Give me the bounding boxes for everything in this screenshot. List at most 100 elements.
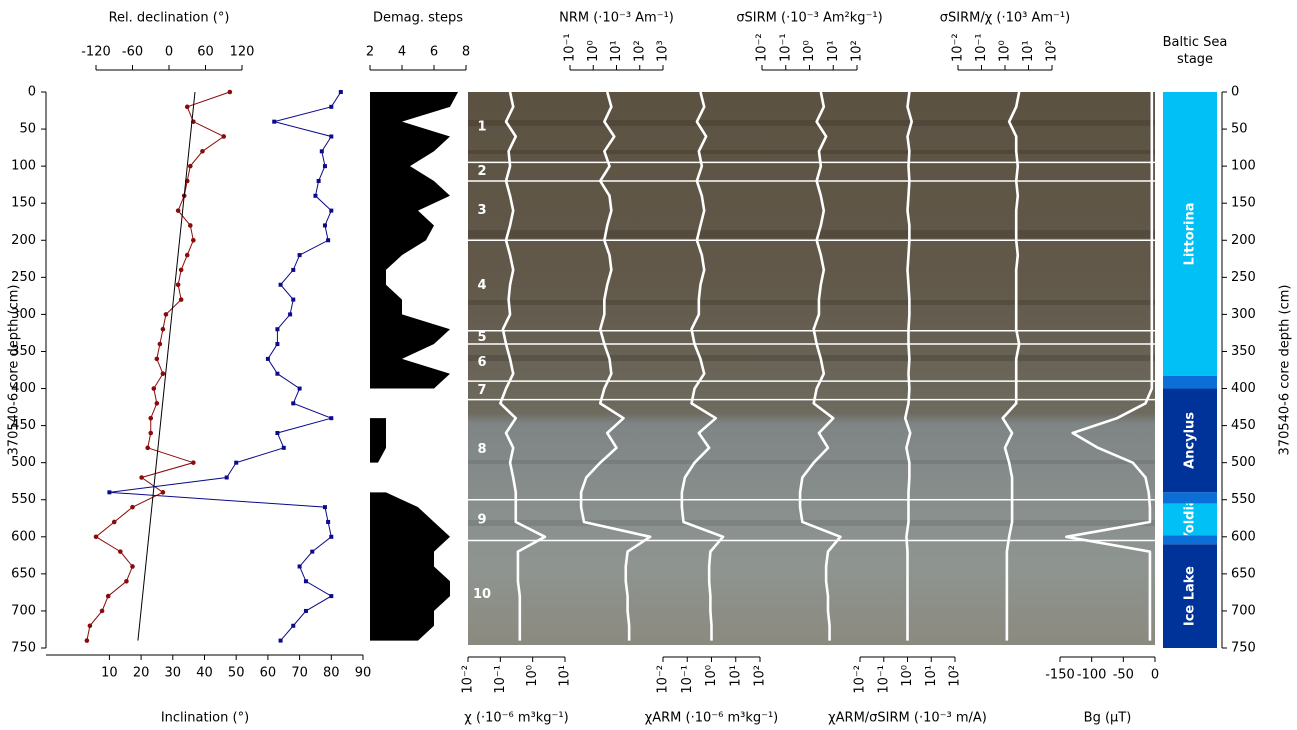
point (130, 564, 135, 569)
point (234, 460, 239, 465)
point (322, 505, 327, 510)
point (130, 504, 135, 510)
point (291, 623, 296, 628)
tick-label: 6 (430, 45, 438, 60)
tick-label: 120 (230, 45, 255, 60)
point (200, 149, 205, 154)
tick-label: 10³ (656, 40, 671, 62)
point (175, 282, 181, 288)
log-curve (903, 91, 913, 641)
stage-label: Littorina (1183, 202, 1198, 265)
tick-label: 10¹ (924, 665, 939, 687)
tick-label: 10² (632, 40, 647, 62)
axis-title: σSIRM (·10⁻³ Am²kg⁻¹) (736, 11, 882, 26)
tick-label: 10¹ (826, 40, 841, 62)
stage-band (1163, 388, 1217, 493)
stage-label: Ice Lake (1183, 566, 1198, 626)
depth-tick-label: 650 (11, 566, 36, 581)
depth-tick-label: 0 (28, 85, 36, 100)
point (191, 237, 196, 243)
depth-tick-label: 150 (11, 196, 36, 211)
x2-axis-label: Rel. declination (°) (109, 11, 230, 26)
point (275, 371, 280, 376)
unit-label: 11 (473, 0, 491, 8)
point (322, 164, 327, 169)
point (124, 578, 129, 584)
point (288, 312, 293, 317)
depth-tick-label: 450 (11, 418, 36, 433)
panel-title: Demag. steps (373, 11, 463, 26)
axis-title: χ (·10⁻⁶ m³kg⁻¹) (464, 711, 568, 726)
area (370, 418, 386, 463)
depth-axis-label: 370540-6 core depth (cm) (7, 285, 22, 456)
stage-label: Ancylus (1183, 412, 1198, 469)
point (111, 519, 117, 525)
tick-label: 40 (196, 666, 213, 681)
point (107, 490, 112, 495)
point (329, 104, 334, 109)
tick-label: 10⁻¹ (493, 665, 508, 694)
point (278, 638, 283, 643)
tick-label: 10⁰ (586, 40, 601, 62)
axis-title: χARM/σSIRM (·10⁻³ m/A) (828, 711, 987, 726)
point (105, 593, 111, 599)
depth-tick-label: 600 (11, 529, 36, 544)
tick-label: 10² (850, 40, 865, 62)
point (160, 371, 166, 377)
point (275, 327, 280, 332)
point (187, 163, 193, 169)
unit-label: 6 (477, 355, 486, 370)
tick-label: -100 (1077, 668, 1107, 683)
point (272, 119, 277, 124)
tick-label: 10⁻¹ (680, 665, 695, 694)
point (221, 134, 227, 139)
depth-tick-label: 500 (11, 455, 36, 470)
stage-transition (1163, 375, 1217, 389)
point (291, 267, 296, 272)
stage-label: Yoldia (1183, 497, 1198, 542)
depth-tick-label: 300 (11, 307, 36, 322)
tick-label: 4 (398, 45, 406, 60)
tick-label: 8 (462, 45, 470, 60)
point (224, 475, 229, 480)
stage-band (1163, 92, 1217, 376)
depth-tick-label: 550 (11, 492, 36, 507)
depth-tick-label: 300 (1231, 307, 1256, 322)
log-curve (798, 91, 842, 641)
unit-label: 5 (477, 330, 486, 345)
point (319, 149, 324, 154)
point (303, 608, 308, 613)
tick-label: 10⁰ (525, 665, 540, 687)
point (322, 223, 327, 228)
point (227, 89, 233, 95)
log-curve (1065, 92, 1154, 641)
point (191, 460, 196, 465)
point (139, 475, 144, 480)
tick-label: 10² (948, 665, 963, 687)
area (370, 492, 450, 641)
point (118, 549, 123, 554)
tick-label: 10⁻¹ (974, 33, 989, 62)
tick-label: 80 (323, 666, 340, 681)
point (329, 134, 334, 139)
point (187, 223, 193, 228)
profile-line (109, 91, 342, 641)
point (278, 282, 283, 287)
point (338, 90, 343, 94)
tick-label: 10⁰ (900, 665, 915, 687)
tick-label: 10¹ (1021, 40, 1036, 62)
point (291, 297, 296, 302)
profile-line (86, 91, 230, 641)
point (297, 253, 302, 258)
unit-label: 3 (477, 203, 486, 218)
axis-title: σSIRM/χ (·10³ Am⁻¹) (940, 11, 1070, 26)
point (93, 534, 99, 540)
tick-label: 10¹ (558, 665, 573, 687)
tick-label: 10⁻¹ (563, 33, 578, 62)
point (297, 386, 302, 391)
log-curve (499, 91, 547, 641)
depth-tick-label: 350 (11, 344, 36, 359)
depth-tick-label: 700 (11, 603, 36, 618)
point (184, 104, 190, 110)
point (154, 401, 160, 406)
